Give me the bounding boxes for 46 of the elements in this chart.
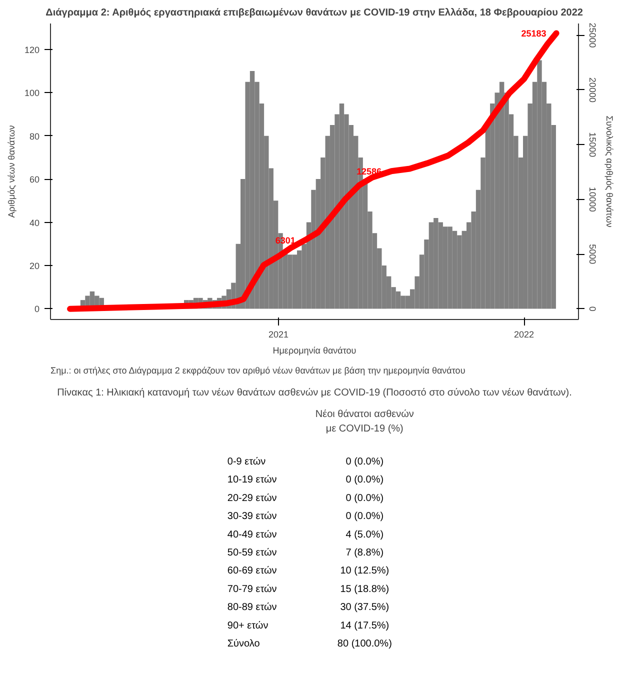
- category-label: 80-89 ετών: [227, 602, 277, 614]
- y2-tick-label: 10000: [588, 186, 598, 212]
- category-label: 0-9 ετών: [227, 456, 266, 468]
- y2-tick-label: 15000: [588, 132, 598, 158]
- y-tick-label: 40: [29, 218, 40, 228]
- text: 30 (37.5%): [340, 602, 390, 614]
- category-label: 90+ ετών: [227, 620, 268, 632]
- y2-tick-label: 5000: [588, 244, 598, 264]
- chart-title: Διάγραμμα 2: Αριθμός εργαστηριακά επιβεβαιωμένων θανάτων με COVID-19 στην Ελλάδα, 18 Φεβρουαρίου 2022: [46, 8, 584, 18]
- y-tick-label: 60: [29, 174, 40, 185]
- text: Πίνακας 1: Ηλικιακή κατανομή των νέων θανάτων ασθενών με COVID-19 (Ποσοστό στο σύνολο των νέων θανάτων).: [57, 388, 572, 398]
- text: 0 (0.0%): [346, 456, 384, 468]
- x-tick-label: 2022: [514, 330, 534, 340]
- y-tick-label: 0: [34, 304, 40, 314]
- text: 0 (0.0%): [346, 474, 384, 486]
- y-tick-label: 120: [24, 44, 40, 55]
- text: 7 (8.8%): [346, 547, 384, 558]
- y-axis-title: Αριθμός νέων θανάτων: [6, 124, 16, 218]
- x-axis-title: Ημερομηνία θανάτου: [272, 346, 356, 356]
- x-tick-label: 2021: [268, 330, 289, 340]
- category-label: 60-69 ετών: [227, 566, 277, 577]
- data-label: 6301: [275, 235, 296, 246]
- y2-tick-label: 0: [588, 306, 598, 312]
- category-label: 20-29 ετών: [227, 492, 277, 504]
- text: Νέοι θάνατοι ασθενών με COVID-19 (%): [315, 408, 414, 435]
- text: Σημ.: οι στήλες στο Διάγραμμα 2 εκφράζουν τον αριθμό νέων θανάτων με βάση την ημερομηνία θανάτου: [50, 366, 466, 376]
- category-label: 30-39 ετών: [227, 511, 277, 522]
- y-tick-label: 20: [29, 260, 40, 271]
- text: 15 (18.8%): [340, 584, 390, 595]
- text: 0 (0.0%): [346, 511, 384, 522]
- category-label: 70-79 ετών: [227, 584, 277, 595]
- category-label: 10-19 ετών: [227, 474, 277, 486]
- category-label: Σύνολο: [227, 638, 260, 650]
- text: 10 (12.5%): [340, 566, 390, 577]
- text: 14 (17.5%): [340, 620, 390, 632]
- category-label: 40-49 ετών: [227, 529, 277, 540]
- text: 0 (0.0%): [346, 492, 384, 504]
- y-tick-label: 100: [24, 88, 40, 98]
- y2-tick-label: 20000: [588, 77, 598, 102]
- y2-tick-label: 25000: [588, 22, 598, 48]
- text: 80 (100.0%): [337, 638, 392, 650]
- category-label: 50-59 ετών: [227, 547, 277, 558]
- data-label: 25183: [521, 28, 546, 39]
- y-tick-label: 80: [29, 131, 40, 142]
- text: 4 (5.0%): [346, 529, 384, 540]
- y2-axis-title: Συνολικός αριθμός θανάτων: [604, 116, 614, 228]
